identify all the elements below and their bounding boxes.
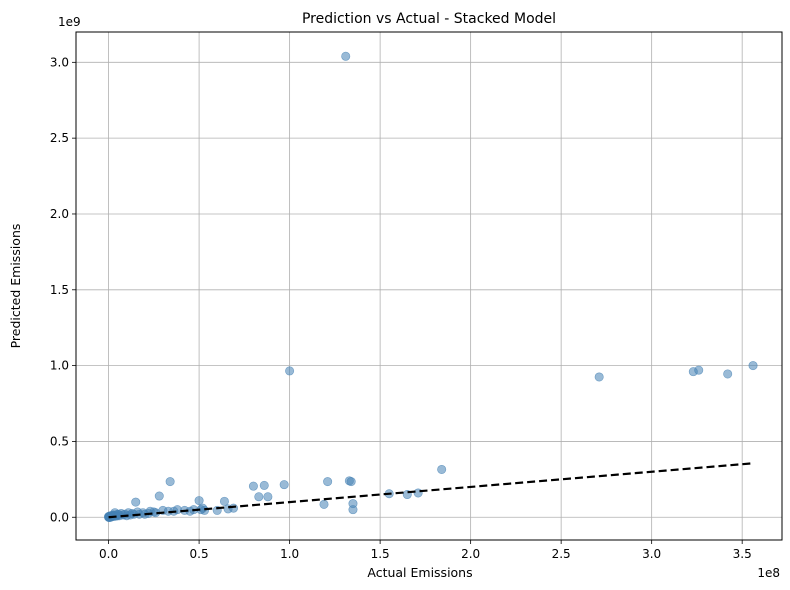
scatter-point [348, 505, 358, 515]
scatter-point [694, 365, 704, 375]
grid-lines [76, 32, 782, 540]
x-tick-label: 3.0 [642, 547, 661, 561]
scatter-point [323, 477, 333, 487]
x-tick-label: 2.5 [552, 547, 571, 561]
y-tick-label: 1.5 [50, 283, 69, 297]
x-tick-label: 1.5 [371, 547, 390, 561]
scatter-point [194, 496, 204, 506]
scatter-point [437, 464, 447, 474]
scatter-point [131, 497, 141, 507]
axis-ticks: 0.0 0.5 1.0 1.5 2.0 2.5 3.0 3.5 0.0 0.5 1.0 1.5 2.0 2… [50, 55, 752, 561]
y-axis-exponent-label: 1e9 [58, 15, 81, 29]
scatter-point [254, 492, 264, 502]
y-tick-label: 1.0 [50, 359, 69, 373]
x-tick-label: 0.5 [190, 547, 209, 561]
x-tick-label: 2.0 [461, 547, 480, 561]
y-tick-label: 2.0 [50, 207, 69, 221]
x-tick-label: 0.0 [99, 547, 118, 561]
scatter-point [319, 499, 329, 509]
scatter-point [259, 480, 269, 490]
scatter-point [594, 372, 604, 382]
scatter-point [748, 361, 758, 371]
x-tick-label: 3.5 [733, 547, 752, 561]
scatter-point [285, 366, 295, 376]
scatter-point [723, 369, 733, 379]
scatter-point [346, 477, 356, 487]
scatter-point [149, 507, 159, 517]
scatter-point [248, 481, 258, 491]
x-tick-label: 1.0 [280, 547, 299, 561]
y-tick-label: 0.5 [50, 434, 69, 448]
scatter-point [279, 480, 289, 490]
plot-frame [75, 31, 783, 541]
chart-title: Prediction vs Actual - Stacked Model [302, 11, 556, 27]
scatter-point [341, 51, 351, 61]
y-tick-label: 2.5 [50, 131, 69, 145]
scatter-point [263, 492, 273, 502]
scatter-point [219, 496, 229, 506]
y-axis-label: Predicted Emissions [8, 224, 23, 349]
scatter-point [228, 503, 238, 513]
scatter-point [127, 508, 137, 518]
scatter-point [154, 491, 164, 501]
y-tick-label: 0.0 [50, 510, 69, 524]
x-axis-exponent-label: 1e8 [757, 566, 780, 580]
x-axis-label: Actual Emissions [367, 565, 472, 580]
scatter-point [165, 477, 175, 487]
y-tick-label: 3.0 [50, 55, 69, 69]
